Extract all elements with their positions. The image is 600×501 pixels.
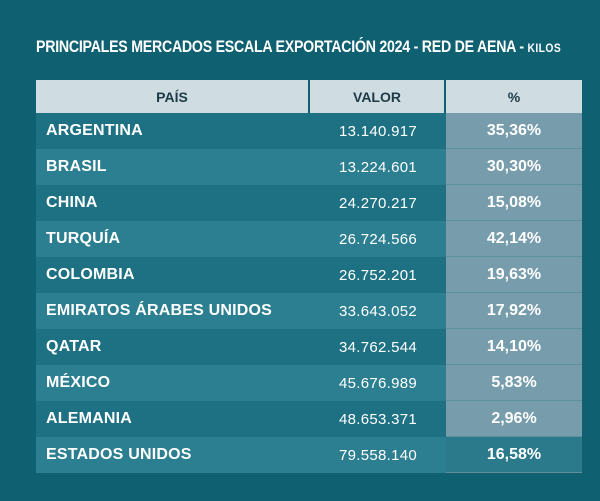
value-cell: 45.676.989	[338, 374, 418, 392]
value-cell: 26.752.201	[338, 266, 418, 284]
percent-cell: 19,63%	[446, 257, 582, 293]
table-row: ESTADOS UNIDOS 79.558.140 16,58%	[36, 437, 582, 473]
country-cell: TURQUÍA	[46, 230, 121, 247]
country-cell: QATAR	[46, 338, 102, 355]
value-cell: 13.224.601	[338, 158, 418, 176]
title-unit: KILOS	[527, 41, 562, 55]
value-cell: 24.270.217	[338, 194, 418, 212]
value-cell: 34.762.544	[338, 338, 418, 356]
table-row: MÉXICO 45.676.989 5,83%	[36, 365, 582, 401]
table-row: BRASIL 13.224.601 30,30%	[36, 149, 582, 185]
value-cell: 48.653.371	[338, 410, 418, 428]
markets-table: PAÍS VALOR % ARGENTINA 13.140.917 35,36%…	[36, 80, 582, 473]
table-row: QATAR 34.762.544 14,10%	[36, 329, 582, 365]
percent-cell: 42,14%	[446, 221, 582, 257]
country-cell: BRASIL	[46, 158, 107, 175]
page-title: PRINCIPALES MERCADOS ESCALA EXPORTACIÓN …	[36, 38, 561, 57]
value-cell: 33.643.052	[338, 302, 418, 320]
country-cell: EMIRATOS ÁRABES UNIDOS	[46, 302, 273, 319]
value-cell: 13.140.917	[338, 122, 418, 140]
country-cell: MÉXICO	[46, 374, 111, 391]
country-cell: COLOMBIA	[46, 266, 135, 283]
country-cell: ARGENTINA	[46, 122, 143, 139]
percent-cell: 35,36%	[446, 113, 582, 149]
percent-cell: 16,58%	[446, 437, 582, 473]
column-header-country: PAÍS	[36, 80, 310, 113]
table-row: TURQUÍA 26.724.566 42,14%	[36, 221, 582, 257]
title-main: PRINCIPALES MERCADOS ESCALA EXPORTACIÓN …	[36, 38, 528, 56]
value-cell: 26.724.566	[338, 230, 418, 248]
column-header-percent: %	[446, 80, 582, 113]
country-cell: CHINA	[46, 194, 98, 211]
percent-cell: 5,83%	[446, 365, 582, 401]
table-row: ARGENTINA 13.140.917 35,36%	[36, 113, 582, 149]
percent-cell: 30,30%	[446, 149, 582, 185]
table-row: CHINA 24.270.217 15,08%	[36, 185, 582, 221]
country-cell: ESTADOS UNIDOS	[46, 446, 192, 463]
column-header-value: VALOR	[310, 80, 446, 113]
country-cell: ALEMANIA	[46, 410, 133, 427]
percent-cell: 17,92%	[446, 293, 582, 329]
table-header-row: PAÍS VALOR %	[36, 80, 582, 113]
percent-cell: 15,08%	[446, 185, 582, 221]
table-row: ALEMANIA 48.653.371 2,96%	[36, 401, 582, 437]
percent-cell: 14,10%	[446, 329, 582, 365]
table-row: COLOMBIA 26.752.201 19,63%	[36, 257, 582, 293]
table-row: EMIRATOS ÁRABES UNIDOS 33.643.052 17,92%	[36, 293, 582, 329]
percent-cell: 2,96%	[446, 401, 582, 437]
value-cell: 79.558.140	[338, 446, 418, 464]
